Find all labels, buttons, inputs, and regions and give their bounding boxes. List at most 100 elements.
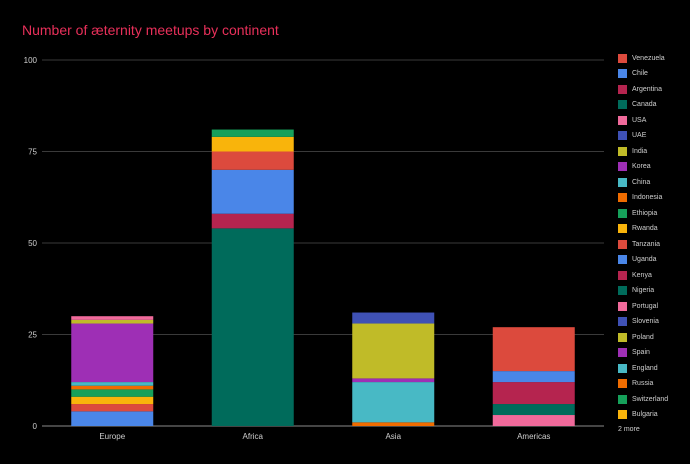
legend-item: Russia: [618, 378, 653, 390]
legend-label: Kenya: [632, 271, 652, 279]
legend-item: Kenya: [618, 269, 652, 281]
legend-label: Poland: [632, 333, 654, 341]
legend-item: Poland: [618, 331, 654, 343]
legend-swatch: [618, 286, 627, 295]
y-tick-label: 0: [33, 422, 38, 431]
x-tick-label: Europe: [99, 432, 125, 441]
legend-swatch: [618, 239, 627, 249]
y-tick-label: 25: [28, 331, 37, 340]
bar-segment: [352, 323, 435, 379]
legend-item: Ethiopia: [618, 207, 657, 219]
legend-item: Spain: [618, 347, 650, 359]
bar-segment: [352, 378, 435, 383]
legend-item: Tanzania: [618, 238, 660, 250]
legend-item: Canada: [618, 99, 657, 111]
legend-swatch: [618, 115, 627, 125]
legend-swatch: [618, 255, 627, 264]
bar-segment: [492, 327, 575, 372]
legend-swatch: [618, 270, 627, 280]
legend-label: England: [632, 364, 658, 372]
legend-item: Indonesia: [618, 192, 662, 204]
legend-swatch: [618, 224, 627, 233]
legend-swatch: [618, 193, 627, 202]
legend-label: Spain: [632, 349, 650, 356]
bar-stacks: [71, 129, 575, 426]
legend-item: Nigeria: [618, 285, 654, 297]
x-tick-label: Asia: [385, 432, 401, 441]
legend-label: USA: [632, 116, 647, 124]
legend-item: Chile: [618, 68, 648, 80]
legend-swatch: [618, 162, 627, 171]
legend-item: UAE: [618, 130, 646, 142]
legend-swatch: [618, 69, 627, 78]
chart-title: Number of æternity meetups by continent: [22, 22, 279, 38]
bar-segment: [71, 404, 154, 412]
legend-label: Rwanda: [632, 225, 658, 232]
legend-label: Canada: [632, 101, 657, 108]
legend-label: Tanzania: [632, 240, 661, 248]
legend-swatch: [618, 317, 627, 326]
legend-item: India: [618, 145, 647, 157]
legend-label: India: [632, 147, 648, 155]
bar-segment: [352, 312, 435, 324]
bar-segment: [71, 319, 154, 324]
legend-item: Uganda: [618, 254, 657, 266]
legend-label: Korea: [632, 163, 651, 170]
bar-segment: [71, 385, 154, 390]
bar-segment: [492, 404, 575, 416]
legend-item: Switzerland: [618, 393, 668, 405]
legend-label: Uganda: [632, 256, 657, 263]
legend-label: UAE: [632, 132, 647, 139]
legend-swatch: [618, 363, 627, 373]
legend-label: Switzerland: [632, 395, 669, 403]
bar-segment: [211, 151, 294, 170]
legend-swatch: [618, 301, 627, 311]
bar-segment: [211, 228, 294, 426]
bar-segment: [71, 323, 154, 383]
bar-segment: [492, 382, 575, 405]
bar-segment: [492, 415, 575, 426]
legend-item: Argentina: [618, 83, 662, 95]
x-tick-label: Americas: [517, 432, 550, 441]
legend-label: Nigeria: [632, 287, 655, 294]
legend-item: Slovenia: [618, 316, 659, 328]
bar-segment: [352, 382, 435, 423]
legend-swatch: [618, 131, 627, 140]
legend-swatch: [618, 53, 627, 63]
legend-item: England: [618, 362, 658, 374]
x-tick-label: Africa: [243, 432, 264, 441]
y-tick-label: 50: [28, 239, 37, 248]
legend-label: Portugal: [632, 302, 659, 310]
legend-swatch: [618, 146, 627, 156]
bar-segment: [71, 382, 154, 386]
bar-segment: [352, 422, 435, 426]
legend-item: China: [618, 176, 650, 188]
legend-more-link[interactable]: 2 more: [618, 426, 640, 433]
legend-swatch: [618, 208, 627, 218]
y-tick-label: 100: [24, 56, 38, 65]
legend-label: Chile: [632, 70, 648, 77]
legend-item: Rwanda: [618, 223, 658, 235]
bar-segment: [211, 129, 294, 137]
bar-segment: [71, 411, 154, 426]
bar-segment: [211, 169, 294, 214]
y-tick-label: 75: [28, 148, 37, 157]
legend-swatch: [618, 348, 627, 357]
legend-label: Slovenia: [632, 318, 659, 325]
legend-swatch: [618, 410, 627, 419]
legend-label: Venezuela: [632, 54, 665, 62]
legend-swatch: [618, 332, 627, 342]
y-axis-ticks: 0 25 50 75 100: [24, 56, 38, 431]
legend-item: USA: [618, 114, 646, 126]
bar-segment: [211, 213, 294, 229]
legend-label: Argentina: [632, 85, 662, 93]
legend-swatch: [618, 177, 627, 187]
legend-item: Korea: [618, 161, 651, 173]
legend-item: Venezuela: [618, 52, 665, 64]
bar-segment: [71, 389, 154, 397]
legend-item: Portugal: [618, 300, 658, 312]
legend-swatch: [618, 379, 627, 388]
bar-segment: [211, 136, 294, 152]
bar-segment: [71, 316, 154, 320]
